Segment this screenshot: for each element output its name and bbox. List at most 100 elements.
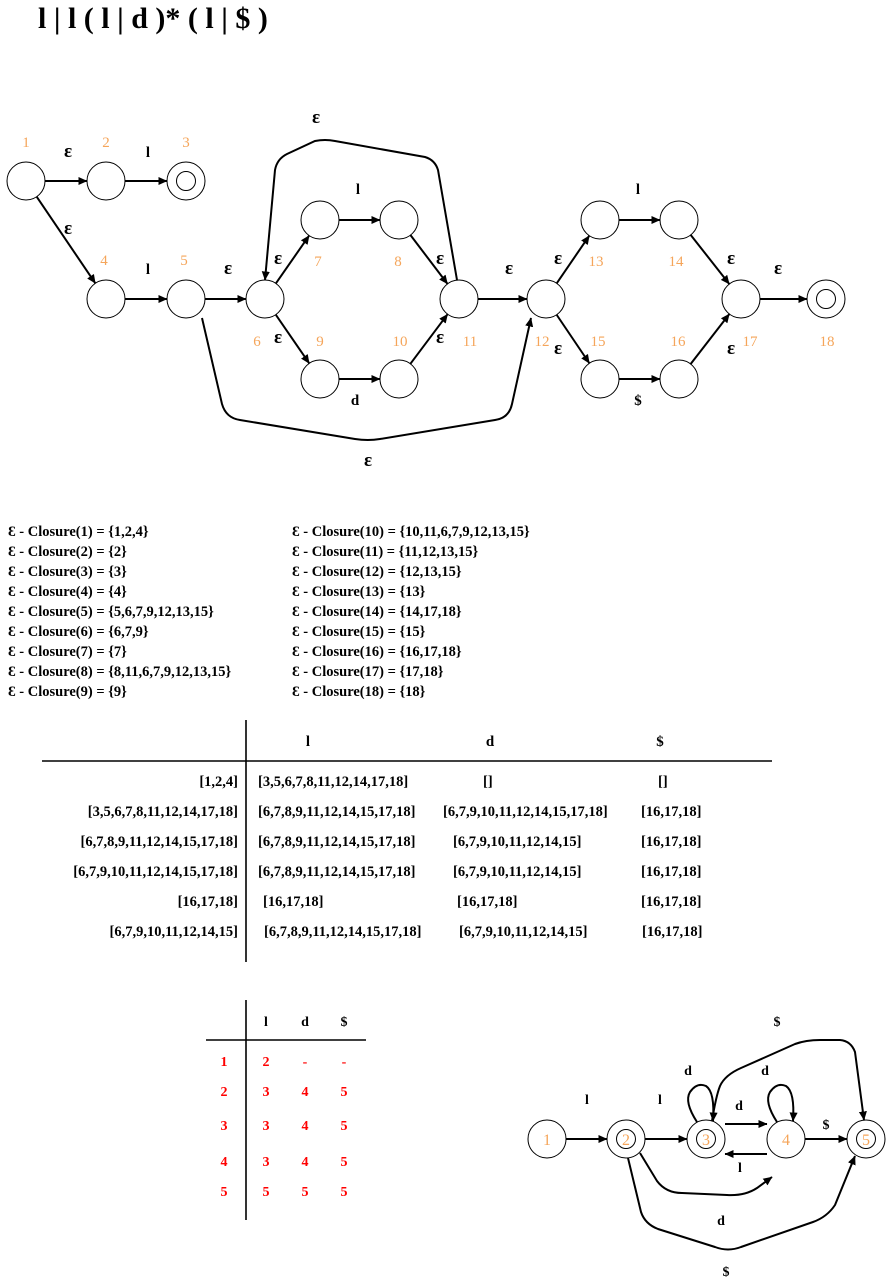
nfa-edge-symbol: ε [554,338,562,359]
nfa-state-18 [806,279,846,319]
subset-table-state: [6,7,9,10,11,12,14,15,17,18] [73,864,238,880]
nfa-state-label: 1 [22,135,30,151]
dfa-edge-3-5 [711,1039,867,1122]
dfa-table-cell: 5 [341,1185,348,1200]
dfa-edge-3-3 [687,1083,718,1123]
subset-table-cell: [16,17,18] [642,924,702,940]
subset-table-cell: [6,7,8,9,11,12,14,15,17,18] [264,924,421,940]
closure-line: Ɛ - Closure(4) = {4} [8,584,127,600]
nfa-state-4 [86,279,126,319]
nfa-state-label: 16 [671,334,687,350]
nfa-state-12 [526,279,566,319]
closure-line: Ɛ - Closure(3) = {3} [8,564,127,580]
dfa-table-header: d [301,1015,309,1030]
nfa-state-label: 10 [393,334,408,350]
nfa-edge-14-17 [689,234,731,285]
subset-table-cell: [16,17,18] [641,804,701,820]
nfa-state-label: 18 [820,334,835,350]
subset-table-cell: [6,7,8,9,11,12,14,15,17,18] [258,864,415,880]
nfa-state-label: 14 [669,254,685,270]
dfa-table-cell: 3 [263,1085,270,1100]
dfa-edge-symbol: l [738,1161,742,1176]
nfa-edge-symbol: ε [274,248,282,269]
nfa-edge-12-13 [555,235,591,284]
subset-table-cell: [6,7,8,9,11,12,14,15,17,18] [258,804,415,820]
nfa-state-label: 9 [316,334,324,350]
epsilon-closures-left: Ɛ - Closure(1) = {1,2,4} Ɛ - Closure(2) … [8,522,231,702]
nfa-state-14 [659,200,699,240]
closure-line: Ɛ - Closure(8) = {8,11,6,7,9,12,13,15} [8,664,232,680]
closure-line: Ɛ - Closure(16) = {16,17,18} [292,644,462,660]
nfa-edge-1-4 [35,196,97,284]
nfa-state-label: 11 [463,334,477,350]
nfa-state-3 [166,161,206,201]
dfa-edge-symbol: $ [823,1118,830,1133]
closure-line: Ɛ - Closure(18) = {18} [292,684,426,700]
subset-table-cell: [6,7,8,9,11,12,14,15,17,18] [258,834,415,850]
nfa-state-label: 17 [743,334,759,350]
dfa-table-cell: 5 [341,1155,348,1170]
nfa-state-10 [379,359,419,399]
nfa-state-6 [245,279,285,319]
nfa-state-label: 6 [253,334,261,350]
dfa-table-cell: 4 [302,1155,309,1170]
dfa-edge-symbol: $ [774,1015,781,1030]
nfa-edge-5-12 [201,317,534,441]
subset-table-state: [3,5,6,7,8,11,12,14,17,18] [88,804,238,820]
nfa-state-label: 13 [589,254,604,270]
nfa-state-13 [580,200,620,240]
subset-table-cell: [16,17,18] [263,894,323,910]
subset-table-cell: [6,7,9,10,11,12,14,15,17,18] [443,804,608,820]
nfa-state-label: 8 [394,254,402,270]
dfa-state-2-inner [616,1129,636,1149]
subset-table-cell: [3,5,6,7,8,11,12,14,17,18] [258,774,408,790]
dfa-table-state: 2 [221,1085,228,1100]
dfa-state-label: 2 [622,1132,630,1149]
nfa-state-15 [580,359,620,399]
nfa-state-1 [6,161,46,201]
nfa-state-18-inner [816,289,836,309]
nfa-edge-symbol: l [356,182,360,198]
dfa-table-header: l [264,1015,268,1030]
nfa-edge-symbol: ε [436,327,444,348]
nfa-state-label: 5 [180,253,188,269]
nfa-state-7 [300,200,340,240]
subset-table-state: [6,7,8,9,11,12,14,15,17,18] [81,834,238,850]
nfa-edge-symbol: ε [554,248,562,269]
dfa-table-cell: - [303,1055,308,1070]
closure-line: Ɛ - Closure(10) = {10,11,6,7,9,12,13,15} [292,524,530,540]
nfa-state-3-inner [176,171,196,191]
dfa-table-state: 5 [221,1185,228,1200]
regex-title: l | l ( l | d )* ( l | $ ) [38,2,268,35]
dfa-table-cell: - [342,1055,347,1070]
closure-line: Ɛ - Closure(2) = {2} [8,544,127,560]
subset-table-header: d [486,734,495,750]
dfa-table-cell: 4 [302,1119,309,1134]
dfa-table-cell: 3 [263,1155,270,1170]
nfa-edge-symbol: $ [634,393,642,409]
dfa-edge-symbol: l [658,1093,662,1108]
tables: l d $ [1,2,4] [3,5,6,7,8,11,12,14,17,18] [] []… [42,720,772,1220]
nfa-edge-6-7 [275,235,310,284]
nfa-edge-symbol: ε [224,258,232,279]
nfa-edge-8-11 [409,234,449,285]
nfa-edge-symbol: ε [774,258,782,279]
dfa-table-cell: 5 [341,1085,348,1100]
subset-table-cell: [] [483,774,493,790]
nfa-edge-16-17 [689,313,731,365]
nfa-edge-symbol: l [636,182,640,198]
subset-table-header: l [306,734,310,750]
nfa-state-label: 7 [314,254,322,270]
nfa-edge-12-15 [555,314,591,364]
subset-table-header: $ [656,734,664,750]
dfa-table-cell: 4 [302,1085,309,1100]
dfa-table-cell: 3 [263,1119,270,1134]
nfa-state-label: 3 [182,135,190,151]
subset-table-cell: [16,17,18] [641,834,701,850]
nfa-edge-11-6 [261,139,458,281]
closure-line: Ɛ - Closure(15) = {15} [292,624,426,640]
nfa-edge-10-11 [409,313,449,365]
dfa-edge-symbol: d [735,1099,743,1114]
closure-line: Ɛ - Closure(9) = {9} [8,684,127,700]
